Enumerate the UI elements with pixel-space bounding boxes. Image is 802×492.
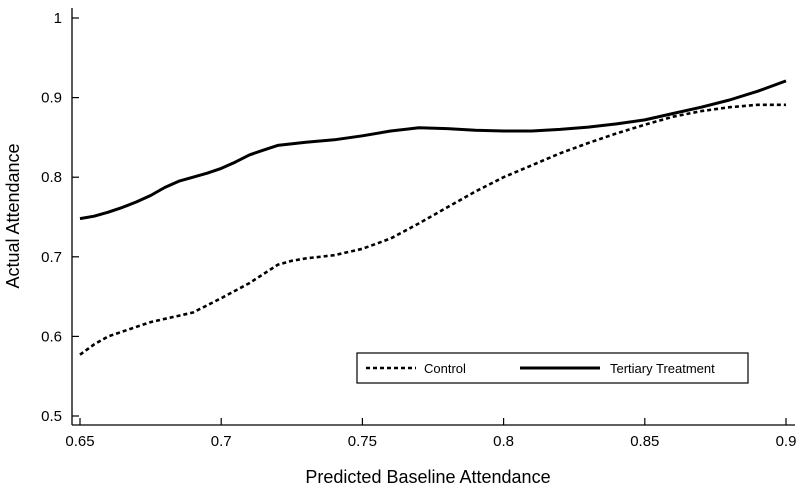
y-tick-label: 0.5	[41, 408, 62, 425]
x-tick-label: 0.65	[65, 433, 94, 450]
y-ticks: 0.5 0.6 0.7 0.8 0.9 1	[41, 10, 79, 425]
y-tick-label: 0.7	[41, 249, 62, 266]
x-tick-label: 0.85	[630, 433, 659, 450]
legend-label-control: Control	[424, 361, 466, 376]
legend: Control Tertiary Treatment	[356, 352, 749, 384]
y-axis-title: Actual Attendance	[3, 143, 23, 288]
y-tick-label: 0.8	[41, 169, 62, 186]
series-layer	[79, 79, 787, 356]
x-tick-label: 0.9	[776, 433, 797, 450]
series-line-tertiary-treatment	[79, 79, 787, 221]
x-ticks: 0.65 0.7 0.75 0.8 0.85 0.9	[65, 418, 796, 450]
y-tick-label: 1	[54, 10, 62, 27]
legend-label-tertiary-treatment: Tertiary Treatment	[610, 361, 715, 376]
x-axis-title: Predicted Baseline Attendance	[305, 467, 550, 487]
series-line-control	[79, 103, 786, 356]
x-tick-label: 0.75	[348, 433, 377, 450]
x-tick-label: 0.8	[493, 433, 514, 450]
x-tick-label: 0.7	[211, 433, 232, 450]
y-tick-label: 0.9	[41, 90, 62, 107]
axes	[71, 8, 795, 426]
y-tick-label: 0.6	[41, 328, 62, 345]
